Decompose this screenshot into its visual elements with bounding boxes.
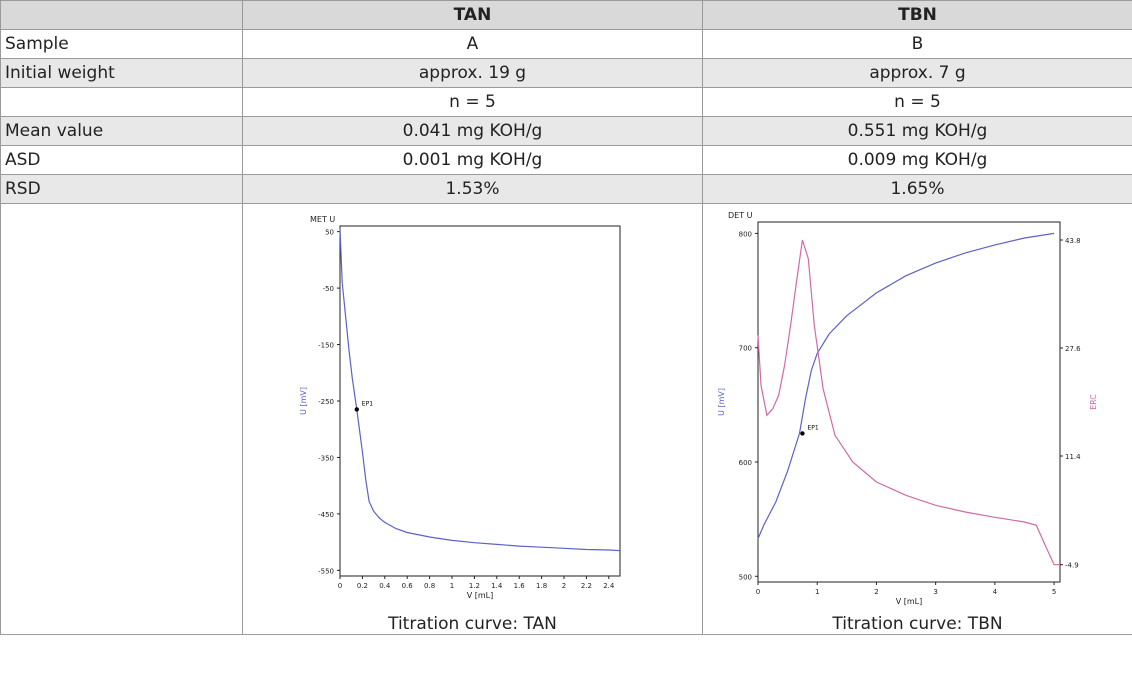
y-tick-label: -50: [322, 285, 333, 293]
y-tick-label: -150: [318, 342, 334, 350]
y-tick-label: -550: [318, 567, 334, 575]
tan-value: approx. 19 g: [242, 58, 703, 88]
x-tick-label: 1.6: [513, 582, 525, 590]
plot-frame: [339, 225, 620, 577]
x-axis-label: V [mL]: [895, 597, 922, 606]
x-tick-label: 1.4: [491, 582, 503, 590]
x-tick-label: 4: [992, 588, 997, 596]
tbn-value: 0.009 mg KOH/g: [702, 145, 1132, 175]
row-label: Mean value: [0, 116, 243, 146]
x-tick-label: 0: [337, 582, 341, 590]
tan-plot-cell: MET U 0 0.2 0.4 0.6 0.8 1 1.2 1.4 1.6 1.8 2 2.2 2.4 V …: [242, 203, 703, 635]
y-tick-label: -350: [318, 454, 334, 462]
y-tick-label: -250: [318, 398, 334, 406]
y-axis-label: U [mV]: [718, 388, 726, 416]
endpoint-marker: [799, 431, 805, 436]
table-row: Mean value 0.041 mg KOH/g 0.551 mg KOH/g: [0, 116, 1132, 146]
x-tick-label: 5: [1051, 588, 1055, 596]
header-tbn: TBN: [702, 0, 1132, 30]
table-row: Sample A B: [0, 29, 1132, 59]
header-empty: [0, 0, 243, 30]
erc-curve: [756, 239, 1060, 566]
header-tan: TAN: [242, 0, 703, 30]
y-axis-label: U [mV]: [299, 387, 308, 415]
y-tick-label: 600: [738, 459, 751, 467]
tan-value: 0.001 mg KOH/g: [242, 145, 703, 175]
tbn-value: approx. 7 g: [702, 58, 1132, 88]
row-label: RSD: [0, 174, 243, 204]
x-tick-label: 0.4: [379, 582, 391, 590]
x-tick-label: 2.2: [580, 582, 591, 590]
tan-value: n = 5: [242, 87, 703, 117]
corner-label: DET U: [728, 211, 753, 220]
table-row: Initial weight approx. 19 g approx. 7 g: [0, 58, 1132, 88]
y-tick-label: 700: [738, 345, 751, 353]
row-label: ASD: [0, 145, 243, 175]
tan-value: 1.53%: [242, 174, 703, 204]
y2-tick-label: 27.6: [1065, 345, 1081, 353]
tbn-plot-cell: DET U 0 1 2 3 4 5 V [mL] 800 700 600 500 U [mV] 43.8 2…: [702, 203, 1132, 635]
y2-tick-label: 43.8: [1065, 237, 1081, 245]
titration-curve: [338, 228, 620, 552]
x-tick-label: 0.6: [401, 582, 413, 590]
tan-caption: Titration curve: TAN: [388, 614, 557, 634]
y2-tick-label: -4.9: [1065, 562, 1079, 570]
x-tick-label: 0: [755, 588, 759, 596]
plot-frame: [757, 221, 1060, 583]
x-tick-label: 0.2: [356, 582, 367, 590]
row-label: [0, 87, 243, 117]
header-row: TAN TBN: [0, 0, 1132, 30]
table-row: ASD 0.001 mg KOH/g 0.009 mg KOH/g: [0, 145, 1132, 175]
tbn-value: B: [702, 29, 1132, 59]
tbn-value: n = 5: [702, 87, 1132, 117]
table-row: n = 5 n = 5: [0, 87, 1132, 117]
row-label: Initial weight: [0, 58, 243, 88]
x-tick-label: 1.8: [536, 582, 547, 590]
x-tick-label: 1: [814, 588, 818, 596]
row-label: Sample: [0, 29, 243, 59]
y-tick-label: 50: [325, 229, 334, 237]
plot-row: MET U 0 0.2 0.4 0.6 0.8 1 1.2 1.4 1.6 1.8 2 2.2 2.4 V …: [0, 203, 1132, 635]
x-axis-label: V [mL]: [466, 591, 493, 600]
y2-tick-label: 11.4: [1065, 453, 1081, 461]
tan-titration-chart: MET U 0 0.2 0.4 0.6 0.8 1 1.2 1.4 1.6 1.8 2 2.2 2.4 V …: [299, 215, 620, 600]
x-tick-label: 1.2: [468, 582, 479, 590]
tbn-value: 1.65%: [702, 174, 1132, 204]
tan-value: 0.041 mg KOH/g: [242, 116, 703, 146]
endpoint-marker: [354, 407, 359, 412]
x-tick-label: 0.8: [424, 582, 435, 590]
tbn-titration-chart: DET U 0 1 2 3 4 5 V [mL] 800 700 600 500 U [mV] 43.8 2…: [718, 211, 1098, 606]
y-tick-label: 800: [738, 230, 751, 238]
tbn-caption: Titration curve: TBN: [832, 614, 1003, 634]
x-tick-label: 2: [874, 588, 878, 596]
endpoint-label: EP1: [361, 400, 372, 407]
table-row: RSD 1.53% 1.65%: [0, 174, 1132, 204]
x-tick-label: 1: [449, 582, 453, 590]
titration-curve: [756, 232, 1054, 539]
x-tick-label: 2: [561, 582, 565, 590]
results-table: TAN TBN Sample A B Initial weight approx…: [0, 0, 1132, 635]
y-tick-label: 500: [738, 573, 751, 581]
plot-row-label: [0, 203, 243, 635]
tan-value: A: [242, 29, 703, 59]
y2-axis-label: ERC: [1089, 394, 1098, 410]
endpoint-label: EP1: [807, 424, 818, 431]
x-tick-label: 2.4: [603, 582, 615, 590]
tbn-value: 0.551 mg KOH/g: [702, 116, 1132, 146]
x-tick-label: 3: [933, 588, 937, 596]
y-tick-label: -450: [318, 511, 334, 519]
corner-label: MET U: [310, 215, 335, 224]
